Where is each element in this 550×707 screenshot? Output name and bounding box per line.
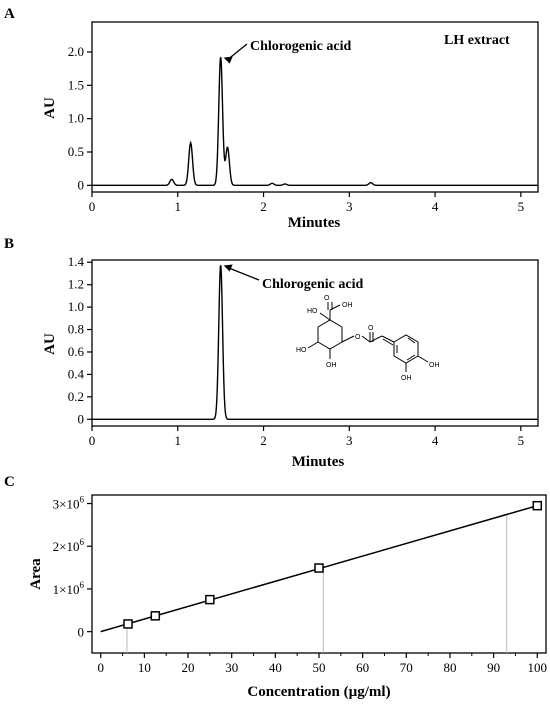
chem-label-oh-2: OH — [326, 362, 337, 369]
chart-c-xtick-label-9: 90 — [487, 660, 500, 675]
chart-c-xtick-label-4: 40 — [269, 660, 282, 675]
chlorogenic-acid-structure — [307, 302, 429, 372]
chem-label-oh-3: OH — [429, 362, 440, 369]
chart-a-xtick-label-4: 4 — [432, 199, 439, 214]
chem-label-o-3: O — [368, 325, 374, 332]
chem-label-ho-1: HO — [307, 308, 318, 315]
chart-c: 0 10 20 30 40 50 60 70 80 90 100 0 1×106 2×106 3×106 C… — [28, 494, 548, 700]
panel-letter-c: C — [4, 474, 15, 490]
chart-b-arrow-shaft — [227, 266, 260, 281]
chart-b-annotation: Chlorogenic acid — [262, 277, 363, 292]
chart-a-xtick-label-3: 3 — [346, 199, 353, 214]
chart-c-point-1 — [150, 611, 161, 621]
chart-c-ytick-label-0: 0 — [78, 625, 85, 640]
chart-c-frame — [91, 494, 547, 654]
panel-letter-b: B — [4, 236, 14, 252]
chart-b-xtick-label-2: 2 — [260, 433, 267, 448]
chart-c-ytick-label-2: 2×106 — [53, 537, 85, 554]
chart-c-ylabel: Area — [28, 558, 44, 590]
chart-b-ytick-label-4: 0.8 — [68, 322, 84, 337]
chart-c-xtick-label-10: 100 — [528, 660, 548, 675]
chart-b-ytick-label-0: 0 — [78, 411, 85, 426]
chart-a-ytick-label-1: 0.5 — [68, 144, 84, 159]
chem-label-o-1: O — [324, 295, 330, 302]
chart-b: 0 1 2 3 4 5 0 0.2 0.4 0.6 0.8 1.0 1.2 1.4 Chlorogenic… — [42, 254, 539, 470]
chart-a-xtick-label-0: 0 — [89, 199, 96, 214]
chem-label-ho-2: HO — [296, 347, 307, 354]
chart-c-point-3 — [314, 563, 324, 573]
chart-a-trace — [92, 56, 538, 187]
chart-b-ytick-label-3: 0.6 — [68, 344, 85, 359]
chart-a-ytick-label-0: 0 — [78, 177, 85, 192]
chart-a-frame — [91, 21, 539, 193]
chart-a: 0 1 2 3 4 5 0 0.5 1.0 1.5 2.0 LH extract Chlorogen… — [42, 21, 539, 231]
chart-b-xtick-label-5: 5 — [518, 433, 525, 448]
chart-c-point-0 — [123, 619, 133, 629]
chart-a-ylabel: AU — [42, 97, 58, 119]
chart-b-frame — [91, 259, 539, 427]
chart-a-annotation-arrow — [223, 43, 248, 64]
chart-a-ytick-label-3: 1.5 — [68, 77, 84, 92]
chart-b-ytick-label-5: 1.0 — [68, 299, 84, 314]
chart-b-xtick-label-3: 3 — [346, 433, 353, 448]
chart-b-ytick-label-2: 0.4 — [68, 366, 85, 381]
chart-a-xtick-label-5: 5 — [518, 199, 525, 214]
chart-a-annotation: Chlorogenic acid — [250, 39, 351, 54]
chart-c-point-4 — [532, 500, 543, 511]
chart-c-xtick-label-0: 0 — [97, 660, 104, 675]
chart-a-ytick-label-2: 1.0 — [68, 111, 84, 126]
chart-a-arrow-head — [223, 56, 233, 64]
chart-b-trace — [92, 265, 538, 420]
chart-a-xtick-label-2: 2 — [260, 199, 267, 214]
chart-a-xlabel: Minutes — [288, 215, 341, 231]
chart-c-xtick-label-7: 70 — [400, 660, 413, 675]
chart-b-xlabel: Minutes — [292, 454, 345, 470]
chart-b-xtick-label-1: 1 — [175, 433, 182, 448]
chart-b-ytick-label-6: 1.2 — [68, 277, 84, 292]
chart-b-xtick-label-4: 4 — [432, 433, 439, 448]
chart-c-xtick-label-8: 80 — [443, 660, 456, 675]
chart-c-ytick-label-3: 3×106 — [53, 495, 85, 512]
chart-b-annotation-arrow — [223, 264, 260, 281]
chart-a-ytick-label-4: 2.0 — [68, 44, 84, 59]
panel-letter-a: A — [4, 6, 15, 22]
chem-label-o-2: O — [355, 334, 361, 341]
chem-label-oh-4: OH — [401, 375, 412, 382]
chart-c-xtick-label-5: 50 — [313, 660, 326, 675]
chart-b-ytick-label-7: 1.4 — [68, 254, 85, 269]
chart-c-xtick-label-2: 20 — [182, 660, 195, 675]
chart-c-xtick-label-6: 60 — [356, 660, 369, 675]
chart-c-xtick-label-1: 10 — [138, 660, 151, 675]
chart-a-xtick-label-1: 1 — [175, 199, 182, 214]
chart-b-ylabel: AU — [42, 333, 58, 355]
chart-c-point-2 — [205, 594, 215, 605]
chart-c-xtick-label-3: 30 — [225, 660, 238, 675]
chart-b-arrow-head — [223, 264, 233, 272]
chart-b-xtick-label-0: 0 — [89, 433, 96, 448]
chart-b-ytick-label-1: 0.2 — [68, 389, 84, 404]
chem-label-oh-1: OH — [342, 302, 353, 309]
chart-a-series-label: LH extract — [444, 33, 510, 48]
chart-c-ytick-label-1: 1×106 — [53, 580, 85, 597]
chart-c-xlabel: Concentration (µg/ml) — [247, 684, 390, 700]
